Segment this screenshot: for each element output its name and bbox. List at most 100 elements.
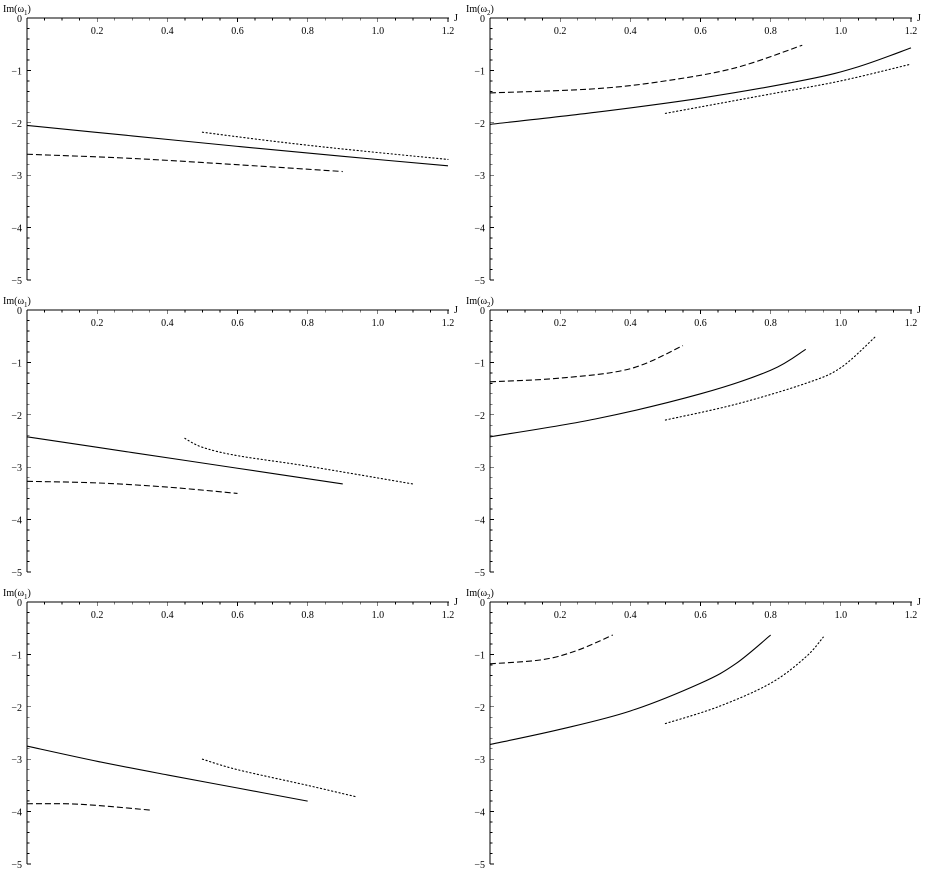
x-tick-label: 0.4 <box>624 318 637 329</box>
y-tick-label: −3 <box>11 171 22 182</box>
series-dashed-line <box>489 44 803 94</box>
x-axis-title: J <box>454 597 458 608</box>
x-tick-label: 1.0 <box>372 26 385 37</box>
x-tick-label: 1.2 <box>905 318 918 329</box>
y-tick-label: −2 <box>474 703 485 714</box>
y-tick-label: 0 <box>480 14 485 25</box>
y-tick-label: −4 <box>474 224 485 235</box>
panel-im-omega1-row2: 0.2 0.4 0.6 0.8 1.0 1.2 0 −1 −2 −3 −4 −5 Im(ω1) J <box>0 292 462 584</box>
chart-svg: 0.2 0.4 0.6 0.8 1.0 1.2 0 −1 −2 −3 −4 −5 Im(ω1) J <box>3 4 458 287</box>
x-tick-label: 0.6 <box>694 610 707 621</box>
series-dashed-line <box>489 634 614 665</box>
y-tick-label: −2 <box>474 411 485 422</box>
panel-im-omega1-row3: 0.2 0.4 0.6 0.8 1.0 1.2 0 −1 −2 −3 −4 −5 Im(ω1) J <box>0 584 462 876</box>
y-axis-title: Im(ω2) <box>466 4 494 17</box>
y-tick-label: 0 <box>480 598 485 609</box>
y-tick-label: −5 <box>474 860 485 871</box>
x-axis-title: J <box>917 597 921 608</box>
series-solid-line <box>489 47 912 125</box>
x-axis-title: J <box>454 305 458 316</box>
x-tick-label: 0.2 <box>91 318 104 329</box>
x-tick-label: 0.4 <box>161 26 174 37</box>
y-axis-title: Im(ω1) <box>3 296 31 309</box>
y-tick-label: −5 <box>11 276 22 287</box>
series-solid-line <box>489 634 772 746</box>
series-solid-line <box>489 348 807 438</box>
x-tick-label: 1.2 <box>905 610 918 621</box>
x-tick-label: 1.2 <box>442 318 455 329</box>
x-tick-label: 0.6 <box>231 610 244 621</box>
x-tick-label: 0.4 <box>624 610 637 621</box>
series-dotted-line <box>184 437 414 485</box>
chart-svg: 0.2 0.4 0.6 0.8 1.0 1.2 0 −1 −2 −3 −4 −5 Im(ω1) J <box>3 296 458 579</box>
x-axis-title: J <box>917 305 921 316</box>
x-tick-label: 0.2 <box>91 26 104 37</box>
y-tick-label: 0 <box>17 306 22 317</box>
series-dashed-line <box>26 153 343 173</box>
y-tick-label: −3 <box>474 755 485 766</box>
y-tick-label: −1 <box>474 66 485 77</box>
x-tick-label: 1.0 <box>372 610 385 621</box>
y-tick-label: −4 <box>474 808 485 819</box>
y-tick-label: −5 <box>474 276 485 287</box>
x-tick-label: 0.8 <box>764 610 777 621</box>
y-tick-label: −2 <box>474 119 485 130</box>
panel-im-omega2-row1: 0.2 0.4 0.6 0.8 1.0 1.2 0 −1 −2 −3 −4 −5 Im(ω2) J <box>463 0 925 292</box>
x-tick-label: 1.0 <box>372 318 385 329</box>
y-tick-label: −1 <box>474 650 485 661</box>
series-dotted-line <box>664 335 877 421</box>
y-tick-label: −5 <box>11 568 22 579</box>
y-axis-title: Im(ω2) <box>466 588 494 601</box>
y-tick-label: −3 <box>11 755 22 766</box>
x-tick-label: 0.8 <box>764 26 777 37</box>
series-dotted-line <box>664 636 824 725</box>
panel-im-omega1-row1: 0.2 0.4 0.6 0.8 1.0 1.2 0 −1 −2 −3 −4 −5 Im(ω1) J <box>0 0 462 292</box>
y-tick-label: −1 <box>11 650 22 661</box>
x-tick-label: 0.4 <box>161 318 174 329</box>
y-axis-title: Im(ω2) <box>466 296 494 309</box>
x-tick-label: 0.8 <box>301 610 314 621</box>
y-tick-label: −5 <box>474 568 485 579</box>
x-tick-label: 0.2 <box>554 26 567 37</box>
series-dotted-line <box>201 758 358 798</box>
y-tick-label: −4 <box>11 808 22 819</box>
x-tick-label: 1.2 <box>905 26 918 37</box>
y-tick-label: −1 <box>11 358 22 369</box>
x-tick-label: 0.8 <box>764 318 777 329</box>
x-tick-label: 0.8 <box>301 318 314 329</box>
y-tick-label: −5 <box>11 860 22 871</box>
y-tick-label: −4 <box>474 516 485 527</box>
x-tick-label: 1.0 <box>835 610 848 621</box>
x-tick-label: 0.6 <box>694 26 707 37</box>
y-tick-label: −4 <box>11 516 22 527</box>
series-solid-line <box>26 745 308 802</box>
x-tick-label: 0.4 <box>624 26 637 37</box>
series-dotted-line <box>201 131 449 161</box>
series-dotted-line <box>664 63 912 114</box>
chart-svg: 0.2 0.4 0.6 0.8 1.0 1.2 0 −1 −2 −3 −4 −5 Im(ω2) J <box>466 4 921 287</box>
y-tick-label: −2 <box>11 703 22 714</box>
x-axis-title: J <box>917 13 921 24</box>
x-axis-title: J <box>454 13 458 24</box>
panel-im-omega2-row2: 0.2 0.4 0.6 0.8 1.0 1.2 0 −1 −2 −3 −4 −5 Im(ω2) J <box>463 292 925 584</box>
x-tick-label: 0.2 <box>554 610 567 621</box>
y-axis-title: Im(ω1) <box>3 4 31 17</box>
y-tick-label: 0 <box>480 306 485 317</box>
chart-svg: 0.2 0.4 0.6 0.8 1.0 1.2 0 −1 −2 −3 −4 −5 Im(ω2) J <box>466 296 921 579</box>
y-tick-label: −1 <box>474 358 485 369</box>
x-tick-label: 0.6 <box>694 318 707 329</box>
series-dashed-line <box>489 345 684 383</box>
x-tick-label: 1.2 <box>442 26 455 37</box>
x-tick-label: 0.4 <box>161 610 174 621</box>
panel-im-omega2-row3: 0.2 0.4 0.6 0.8 1.0 1.2 0 −1 −2 −3 −4 −5 Im(ω2) J <box>463 584 925 876</box>
y-tick-label: 0 <box>17 14 22 25</box>
y-tick-label: −2 <box>11 411 22 422</box>
series-dashed-line <box>26 480 238 494</box>
x-tick-label: 1.2 <box>442 610 455 621</box>
series-solid-line <box>26 436 343 485</box>
x-tick-label: 0.2 <box>91 610 104 621</box>
y-tick-label: −1 <box>11 66 22 77</box>
chart-svg: 0.2 0.4 0.6 0.8 1.0 1.2 0 −1 −2 −3 −4 −5 Im(ω1) J <box>3 588 458 871</box>
y-axis-title: Im(ω1) <box>3 588 31 601</box>
